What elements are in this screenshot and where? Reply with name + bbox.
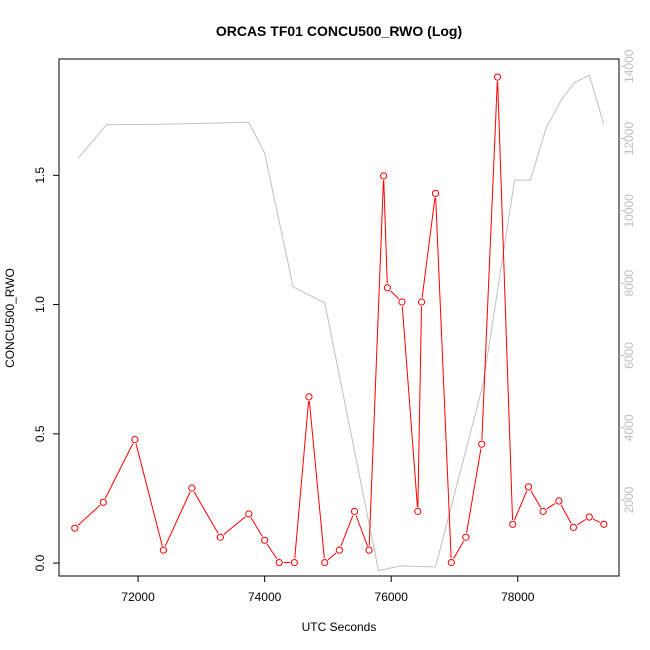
- y-tick-label: 1.0: [33, 296, 47, 313]
- primary-series-point: [335, 546, 343, 554]
- series-layer: [71, 73, 608, 572]
- chart-title: ORCAS TF01 CONCU500_RWO (Log): [216, 23, 462, 39]
- primary-series-segment: [481, 81, 498, 440]
- primary-series-point: [478, 440, 486, 448]
- primary-series-segment: [135, 443, 163, 547]
- primary-series-point: [290, 558, 298, 567]
- primary-series-segment: [266, 543, 278, 560]
- y-tick-label: 1.5: [33, 167, 47, 184]
- primary-series-point: [569, 523, 578, 532]
- y2-tick-label: 12000: [622, 122, 636, 156]
- y-tick-label: 0.5: [33, 425, 47, 442]
- x-tick-label: 72000: [121, 590, 155, 604]
- primary-series-point: [305, 393, 313, 401]
- primary-series-segment: [193, 491, 219, 534]
- primary-series-point: [431, 189, 440, 198]
- primary-series-segment: [497, 81, 514, 520]
- primary-series-segment: [417, 306, 422, 507]
- primary-series-segment: [340, 515, 354, 547]
- primary-series-segment: [421, 197, 436, 298]
- primary-series-point: [188, 484, 196, 492]
- x-axis-label: UTC Seconds: [302, 620, 377, 634]
- primary-series-point: [245, 510, 253, 518]
- y2-tick-label: 14000: [622, 49, 636, 83]
- primary-series-segment: [576, 519, 586, 526]
- primary-series-point: [159, 546, 168, 554]
- primary-series-point: [380, 172, 388, 180]
- primary-series-point: [414, 507, 422, 515]
- primary-series-segment: [435, 197, 452, 559]
- secondary-series-line: [77, 74, 605, 572]
- primary-series-segment: [250, 517, 263, 537]
- y2-tick-label: 2000: [622, 486, 636, 513]
- primary-series-segment: [560, 504, 572, 524]
- primary-series-segment: [383, 180, 388, 284]
- y-axis-label: CONCU500_RWO: [3, 268, 17, 368]
- primary-series-point: [275, 558, 283, 567]
- primary-series-point: [585, 513, 593, 521]
- primary-series-segment: [104, 443, 134, 499]
- primary-series-segment: [164, 491, 191, 547]
- primary-series-point: [350, 507, 359, 515]
- primary-series-point: [216, 533, 224, 541]
- primary-series-segment: [355, 515, 368, 547]
- primary-series-segment: [294, 401, 310, 559]
- primary-series-point: [99, 498, 107, 506]
- left-axis: 0.0 0.5 1.0 1.5: [33, 167, 59, 571]
- primary-series-point: [383, 284, 392, 292]
- x-tick-label: 76000: [375, 590, 409, 604]
- primary-series-segment: [466, 448, 482, 533]
- primary-series-point: [71, 524, 79, 532]
- primary-series-point: [524, 483, 533, 491]
- y2-tick-label: 10000: [622, 194, 636, 228]
- primary-series-point: [365, 546, 373, 554]
- primary-series-segment: [592, 518, 601, 523]
- primary-series-point: [555, 497, 563, 505]
- right-axis: 2000 4000 6000 8000 10000 12000 14000: [619, 49, 636, 513]
- primary-series-point: [417, 298, 426, 306]
- primary-series-point: [509, 520, 517, 528]
- x-tick-label: 74000: [248, 590, 282, 604]
- bottom-axis: 72000 74000 76000 78000: [121, 576, 535, 604]
- primary-series-segment: [390, 290, 400, 300]
- primary-series-segment: [223, 516, 246, 535]
- y-tick-label: 0.0: [33, 554, 47, 571]
- y2-tick-label: 4000: [622, 414, 636, 441]
- x-tick-label: 78000: [501, 590, 535, 604]
- primary-series-point: [261, 536, 269, 544]
- primary-series-segment: [308, 401, 325, 559]
- primary-series-segment: [530, 490, 542, 508]
- primary-series-point: [321, 558, 329, 567]
- y2-tick-label: 8000: [622, 269, 636, 296]
- primary-series-point: [131, 435, 139, 444]
- primary-series-point: [462, 533, 470, 541]
- primary-series-segment: [401, 306, 418, 508]
- primary-series-segment: [453, 540, 465, 559]
- primary-series-point: [539, 507, 547, 515]
- plot-frame: [58, 58, 620, 577]
- primary-series-segment: [77, 504, 101, 526]
- primary-series-segment: [546, 503, 556, 510]
- primary-series-point: [493, 73, 502, 81]
- primary-series-segment: [513, 490, 528, 521]
- primary-series-point: [600, 520, 608, 528]
- y2-tick-label: 6000: [622, 342, 636, 369]
- primary-series-point: [447, 558, 455, 567]
- primary-series-segment: [368, 180, 384, 546]
- primary-series-point: [398, 298, 406, 306]
- primary-series-segment: [327, 552, 337, 561]
